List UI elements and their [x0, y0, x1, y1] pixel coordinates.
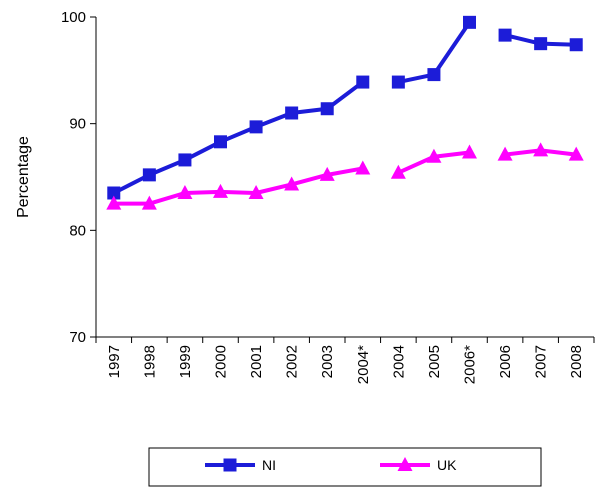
series-uk [106, 142, 584, 210]
series-line [113, 166, 364, 206]
legend-marker [397, 457, 413, 471]
x-tick-label: 1998 [141, 345, 158, 378]
chart-axes [95, 17, 594, 338]
data-point [177, 185, 193, 199]
x-tick-label: 2000 [213, 345, 230, 378]
x-tick-label: 2006* [462, 345, 479, 384]
data-point [463, 15, 476, 29]
y-axis-ticks: 70 80 90 100 [61, 9, 96, 346]
y-tick-label: 80 [69, 222, 86, 239]
series-layer [106, 15, 584, 210]
x-tick-label: 1999 [177, 345, 194, 378]
data-point [213, 183, 228, 198]
x-tick-label: 2003 [319, 345, 336, 378]
data-point [462, 144, 477, 159]
data-point [498, 28, 512, 42]
data-point [390, 164, 406, 179]
x-tick-label: 2002 [284, 345, 301, 378]
x-tick-label: 2008 [568, 345, 585, 378]
data-point [319, 166, 335, 181]
data-point [426, 148, 442, 163]
data-point [248, 185, 264, 199]
data-point [178, 153, 192, 167]
data-point [249, 120, 263, 134]
data-point [107, 186, 121, 200]
legend-item-uk: UK [380, 457, 457, 473]
data-point [497, 146, 513, 161]
data-point [142, 168, 156, 182]
data-point [285, 106, 299, 120]
x-tick-label: 2004 [390, 345, 407, 378]
data-point [391, 75, 405, 89]
data-point [141, 195, 157, 210]
data-point [568, 146, 584, 161]
x-tick-label: 2007 [533, 345, 550, 378]
data-point [427, 68, 441, 82]
x-tick-label: 2005 [426, 345, 443, 378]
data-point [214, 135, 227, 149]
y-tick-label: 90 [69, 116, 86, 133]
legend-item-ni: NI [205, 457, 276, 473]
data-point [569, 38, 583, 52]
x-tick-label: 2006 [497, 345, 514, 378]
legend: NI UK [148, 447, 542, 487]
x-tick-label: 2004* [355, 345, 372, 384]
x-tick-label: 2001 [248, 345, 265, 378]
y-axis-label: Percentage [15, 136, 32, 218]
series-ni [107, 15, 583, 200]
y-tick-label: 70 [69, 329, 86, 346]
x-tick-label: 1997 [106, 345, 123, 378]
legend-label: NI [262, 457, 276, 473]
data-point [534, 37, 548, 51]
data-point [106, 195, 122, 210]
data-point [284, 176, 300, 191]
legend-label: UK [437, 457, 457, 473]
legend-marker [223, 458, 237, 472]
data-point [355, 160, 371, 175]
data-point [320, 102, 334, 116]
y-tick-label: 100 [61, 9, 86, 26]
legend-items: NI UK [205, 457, 457, 473]
data-point [533, 142, 549, 157]
data-point [356, 75, 370, 89]
x-axis-ticks: 1997 1998 1999 2000 2001 2002 2003 2004* 2004 200… [95, 337, 595, 384]
